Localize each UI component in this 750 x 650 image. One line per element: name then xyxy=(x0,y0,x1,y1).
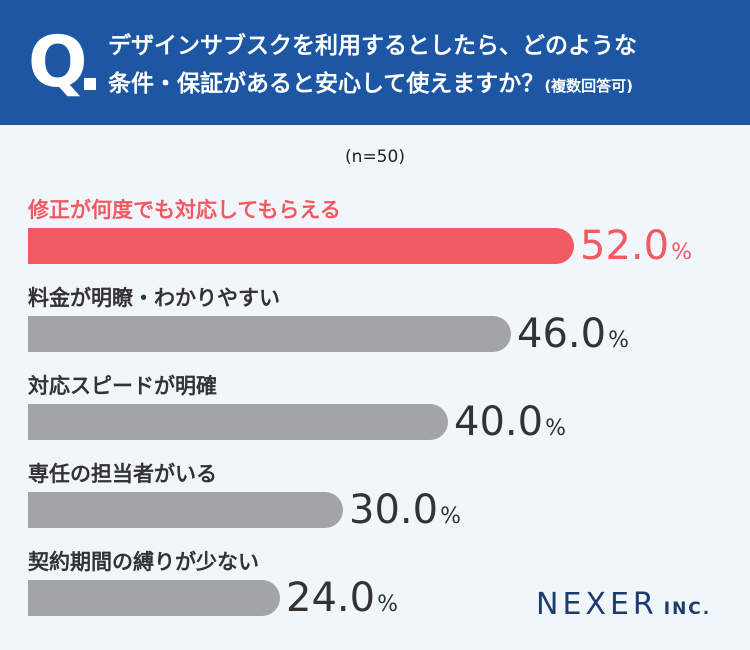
bar-value-1: 52.0% xyxy=(580,226,692,266)
bar-label-3: 対応スピードが明確 xyxy=(28,374,217,398)
question-note: (複数回答可) xyxy=(544,77,634,95)
bar-value-unit-1: % xyxy=(671,240,692,265)
bar-3 xyxy=(28,404,448,440)
bar-value-unit-2: % xyxy=(608,328,629,353)
bar-value-number-2: 46.0 xyxy=(517,311,607,357)
bar-value-number-1: 52.0 xyxy=(580,223,670,269)
bar-label-1: 修正が何度でも対応してもらえる xyxy=(28,198,341,222)
bar-value-unit-4: % xyxy=(440,504,461,529)
bar-value-number-3: 40.0 xyxy=(454,399,544,445)
logo-main: NEXER xyxy=(536,587,658,622)
bar-1 xyxy=(28,228,574,264)
bar-value-unit-3: % xyxy=(545,416,566,441)
question-header: Q デザインサブスクを利用するとしたら、どのような 条件・保証があると安心して使… xyxy=(0,0,750,125)
bar-value-2: 46.0% xyxy=(517,314,629,354)
bar-value-number-5: 24.0 xyxy=(286,575,376,621)
question-text-line2-main: 条件・保証があると安心して使えますか？ xyxy=(108,71,545,97)
question-mark: Q xyxy=(28,21,88,103)
sample-size: (n=50) xyxy=(345,147,405,167)
bar-value-3: 40.0% xyxy=(454,402,566,442)
bar-value-number-4: 30.0 xyxy=(349,487,439,533)
question-text-line2: 条件・保証があると安心して使えますか？(複数回答可) xyxy=(108,64,633,98)
bar-value-unit-5: % xyxy=(377,592,398,617)
question-dot xyxy=(84,78,96,90)
nexer-logo: NEXER INC. xyxy=(536,590,711,620)
bar-value-4: 30.0% xyxy=(349,490,461,530)
logo-sub: INC. xyxy=(663,599,712,619)
bar-label-4: 専任の担当者がいる xyxy=(28,462,217,486)
bar-5 xyxy=(28,580,280,616)
bar-4 xyxy=(28,492,343,528)
bar-value-5: 24.0% xyxy=(286,578,398,618)
bar-label-5: 契約期間の縛りが少ない xyxy=(28,550,259,574)
bar-2 xyxy=(28,316,511,352)
bar-label-2: 料金が明瞭・わかりやすい xyxy=(28,286,280,310)
question-text-line1: デザインサブスクを利用するとしたら、どのような xyxy=(108,33,637,59)
